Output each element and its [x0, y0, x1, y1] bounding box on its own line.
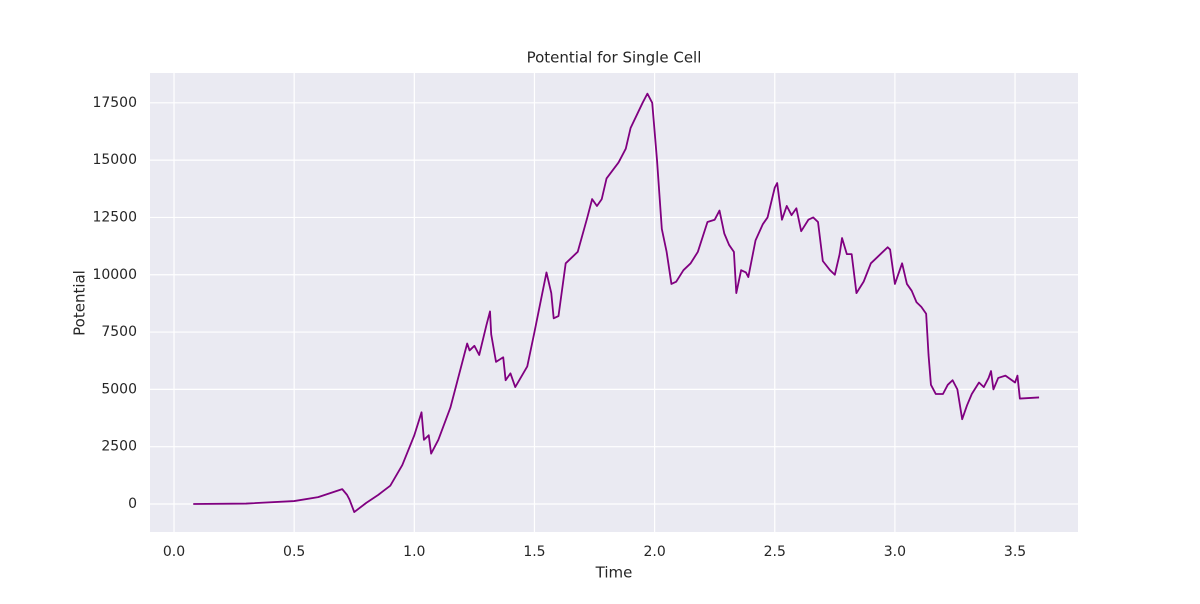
y-tick-label: 7500 [101, 324, 137, 340]
x-tick-label: 1.5 [523, 544, 545, 560]
x-tick-label: 1.0 [403, 544, 425, 560]
x-tick-label: 0.0 [163, 544, 185, 560]
x-tick-label: 3.0 [884, 544, 906, 560]
y-tick-label: 2500 [101, 439, 137, 455]
x-axis-label: Time [595, 564, 633, 582]
x-tick-label: 0.5 [283, 544, 305, 560]
chart-title: Potential for Single Cell [527, 49, 702, 67]
y-axis-label: Potential [71, 270, 89, 336]
y-tick-label: 0 [128, 496, 137, 512]
y-tick-label: 5000 [101, 381, 137, 397]
x-tick-label: 3.5 [1004, 544, 1026, 560]
y-tick-label: 12500 [92, 209, 137, 225]
y-tick-label: 15000 [92, 152, 137, 168]
x-tick-label: 2.0 [643, 544, 665, 560]
line [193, 92, 1040, 513]
y-tick-label: 10000 [92, 267, 137, 283]
plot-area [150, 73, 1078, 532]
y-tick-label: 17500 [92, 95, 137, 111]
x-tick-label: 2.5 [764, 544, 786, 560]
